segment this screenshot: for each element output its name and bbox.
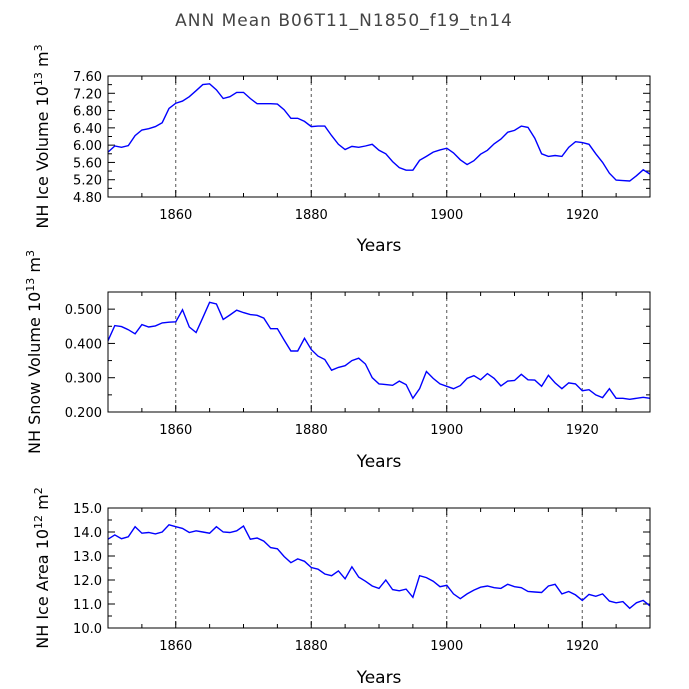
y-axis-label-part: 13 [32, 72, 45, 86]
y-tick-label: 14.0 [73, 526, 102, 541]
y-axis-label-part: m [25, 257, 44, 278]
x-tick-label: 1920 [566, 639, 599, 654]
y-tick-label: 15.0 [73, 502, 102, 517]
plot-frame [107, 75, 651, 198]
y-tick-label: 10.0 [73, 622, 102, 637]
plot-frame [107, 291, 651, 413]
y-tick-label: 0.400 [65, 337, 102, 352]
x-axis-label: Years [356, 236, 402, 256]
y-tick-label: 0.500 [65, 303, 102, 318]
y-tick-label: 5.60 [73, 156, 102, 171]
y-axis-label-part: 3 [32, 44, 45, 51]
y-tick-label: 0.200 [65, 406, 102, 421]
x-tick-label: 1880 [295, 423, 328, 438]
chart-panel-3: 10.0 11.0 12.0 13.0 14.0 15.0 1860 1880 1900 1920… [32, 487, 651, 688]
y-axis-label-part: NH Snow Volume 10 [25, 292, 44, 454]
x-tick-label: 1900 [430, 208, 463, 223]
x-axis-label: Years [356, 668, 402, 688]
y-tick-label: 7.20 [73, 87, 102, 102]
x-tick-label: 1900 [430, 639, 463, 654]
y-tick-label: 11.0 [73, 598, 102, 613]
chart-panel-2: 0.200 0.300 0.400 0.500 1860 1880 1900 1920 Year… [24, 250, 651, 472]
y-axis-label-part: 3 [24, 250, 37, 257]
y-axis-label: NH Ice Area 1012 m2 [32, 487, 52, 648]
series-line [107, 524, 651, 610]
y-axis-label-part: 13 [24, 278, 37, 292]
x-tick-label: 1860 [159, 208, 192, 223]
x-tick-label: 1880 [295, 639, 328, 654]
x-tick-label: 1900 [430, 423, 463, 438]
y-tick-label: 6.00 [73, 139, 102, 154]
y-tick-label: 6.40 [73, 122, 102, 137]
y-tick-label: 13.0 [73, 550, 102, 565]
series-line [107, 301, 651, 401]
x-axis-label: Years [356, 452, 402, 472]
x-tick-label: 1860 [159, 639, 192, 654]
x-tick-label: 1880 [295, 208, 328, 223]
y-axis-label-part: 12 [32, 515, 45, 529]
y-axis-label: NH Ice Volume 1013 m3 [32, 44, 52, 228]
y-tick-label: 4.80 [73, 191, 102, 206]
y-tick-label: 5.20 [73, 174, 102, 189]
y-axis-label-part: NH Ice Volume 10 [33, 86, 52, 228]
x-tick-label: 1920 [566, 208, 599, 223]
y-tick-label: 12.0 [73, 574, 102, 589]
y-axis-label-part: m [33, 494, 52, 515]
y-tick-label: 7.60 [73, 70, 102, 85]
y-tick-label: 6.80 [73, 105, 102, 120]
chart-panel-1: 4.80 5.20 5.60 6.00 6.40 6.80 7.20 7.60 1860 1880… [32, 44, 651, 256]
series-line [107, 83, 651, 182]
x-tick-label: 1920 [566, 423, 599, 438]
y-axis-label-part: 2 [32, 487, 45, 494]
plot-frame [107, 507, 651, 629]
chart-title: ANN Mean B06T11_N1850_f19_tn14 [175, 11, 513, 31]
y-axis-label-part: m [33, 51, 52, 72]
y-axis-label: NH Snow Volume 1013 m3 [24, 250, 44, 454]
y-axis-label-part: NH Ice Area 10 [33, 529, 52, 649]
x-tick-label: 1860 [159, 423, 192, 438]
y-tick-label: 0.300 [65, 372, 102, 387]
